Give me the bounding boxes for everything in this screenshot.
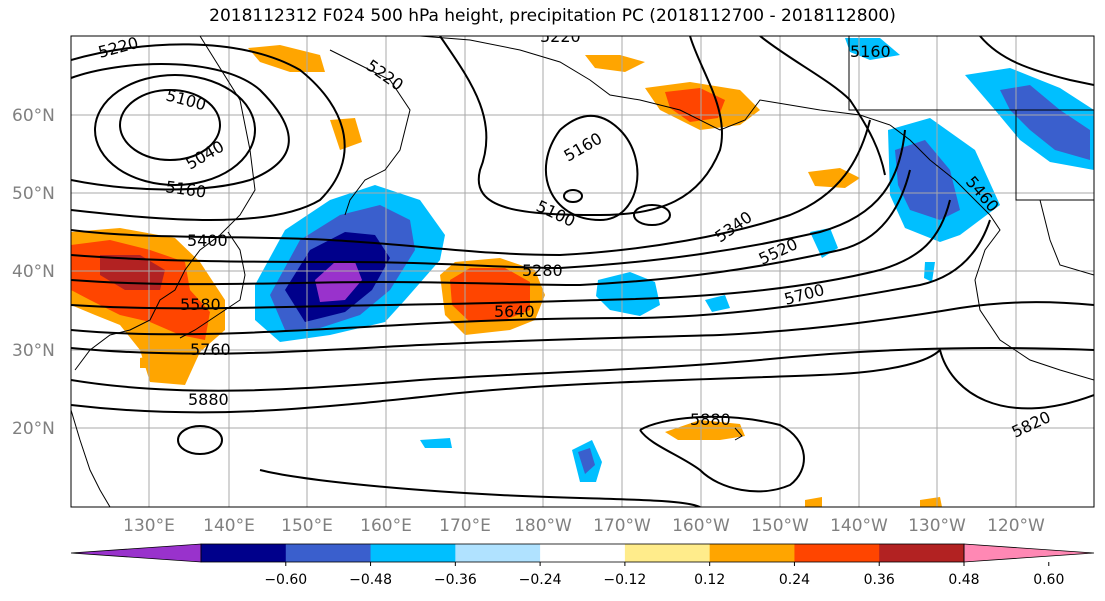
- contour-label: 5220: [540, 27, 581, 46]
- lon-label: 170°W: [593, 516, 651, 536]
- colorbar-outline: [200, 543, 965, 563]
- colorbar-extension-high: [963, 543, 1095, 563]
- colorbar-segment: [624, 544, 711, 562]
- lon-label: 140°W: [830, 516, 888, 536]
- lon-label: 160°W: [672, 516, 730, 536]
- lon-label: 160°E: [360, 516, 412, 536]
- contour-label: 5880: [690, 410, 731, 429]
- colorbar-tick-label: 0.36: [864, 572, 895, 588]
- contour-label: 5400: [187, 231, 228, 250]
- lat-label: 20°N: [12, 419, 55, 439]
- lon-label: 150°E: [281, 516, 333, 536]
- colorbar-extension-low: [70, 543, 202, 563]
- colorbar-tick-label: 0.12: [694, 572, 725, 588]
- colorbar-tick-label: −0.36: [434, 572, 477, 588]
- colorbar-segment: [794, 544, 880, 562]
- contour-label: 5280: [522, 261, 563, 280]
- lon-label: 120°W: [987, 516, 1045, 536]
- colorbar-segment: [285, 544, 372, 562]
- lon-label: 180°W: [514, 516, 572, 536]
- colorbar-tick-label: 0.48: [948, 572, 979, 588]
- colorbar-segment: [540, 544, 626, 562]
- colorbar-tick-label: −0.48: [349, 572, 392, 588]
- lat-label: 60°N: [12, 106, 55, 126]
- colorbar-segment: [455, 544, 541, 562]
- colorbar-segment: [201, 544, 287, 562]
- lon-label: 130°W: [908, 516, 966, 536]
- lon-label: 140°E: [203, 516, 255, 536]
- lat-label: 40°N: [12, 262, 55, 282]
- contour-label: 5160: [850, 42, 891, 61]
- colorbar-segment: [709, 544, 795, 562]
- lon-label: 130°E: [123, 516, 175, 536]
- lon-label: 170°E: [439, 516, 491, 536]
- lat-label: 30°N: [12, 341, 55, 361]
- contour-label: 5640: [494, 302, 535, 321]
- contour-label: 5760: [190, 340, 231, 359]
- contour-label: 5580: [180, 295, 221, 314]
- contour-label: 5880: [188, 390, 229, 409]
- colorbar: −0.60 −0.48 −0.36 −0.24 −0.12 0.12 0.24 0.36 0.4…: [70, 543, 1095, 588]
- latitude-labels: 60°N 50°N 40°N 30°N 20°N: [12, 106, 55, 439]
- map-title: 2018112312 F024 500 hPa height, precipit…: [209, 6, 896, 26]
- colorbar-tick-label: −0.12: [603, 572, 646, 588]
- colorbar-tick-label: −0.60: [264, 572, 307, 588]
- colorbar-tick-label: 0.60: [1033, 572, 1064, 588]
- longitude-labels: 130°E 140°E 150°E 160°E 170°E 180°W 170°…: [123, 516, 1045, 536]
- colorbar-segment: [879, 544, 965, 562]
- colorbar-tick-label: 0.24: [779, 572, 810, 588]
- lon-label: 150°W: [751, 516, 809, 536]
- colorbar-tick-label: −0.24: [519, 572, 562, 588]
- colorbar-segment: [370, 544, 456, 562]
- plot-frame: [70, 35, 1095, 508]
- lat-label: 50°N: [12, 184, 55, 204]
- height-contours: [71, 36, 1094, 507]
